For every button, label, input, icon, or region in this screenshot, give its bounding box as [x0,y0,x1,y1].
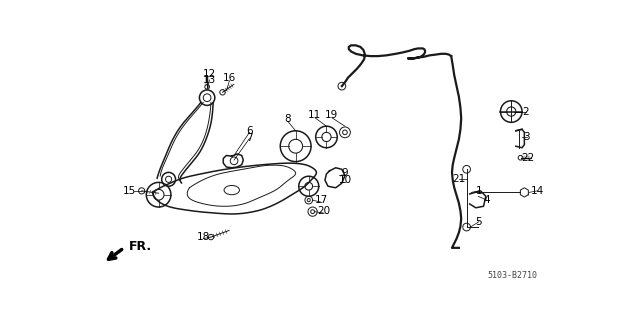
Text: 19: 19 [325,110,339,120]
Text: 5103-B2710: 5103-B2710 [488,271,538,280]
Text: 16: 16 [223,73,236,84]
Text: 3: 3 [524,132,530,142]
Text: 5: 5 [476,217,482,227]
Text: 2: 2 [523,107,529,116]
Text: 21: 21 [452,174,465,184]
Text: 15: 15 [123,186,136,196]
Text: FR.: FR. [129,240,152,253]
Text: 7: 7 [246,133,253,143]
Text: 14: 14 [531,186,544,196]
Text: 20: 20 [317,206,331,216]
Text: 9: 9 [342,168,348,178]
Text: 10: 10 [339,175,351,185]
Text: 18: 18 [196,232,210,242]
Text: 12: 12 [203,69,216,79]
Text: 11: 11 [308,110,321,120]
Text: 4: 4 [483,195,490,205]
Text: 22: 22 [522,153,535,163]
Text: 17: 17 [316,195,328,205]
Text: 8: 8 [285,114,291,124]
Text: 6: 6 [246,126,253,136]
Text: 13: 13 [203,75,216,85]
Text: 1: 1 [476,186,482,196]
